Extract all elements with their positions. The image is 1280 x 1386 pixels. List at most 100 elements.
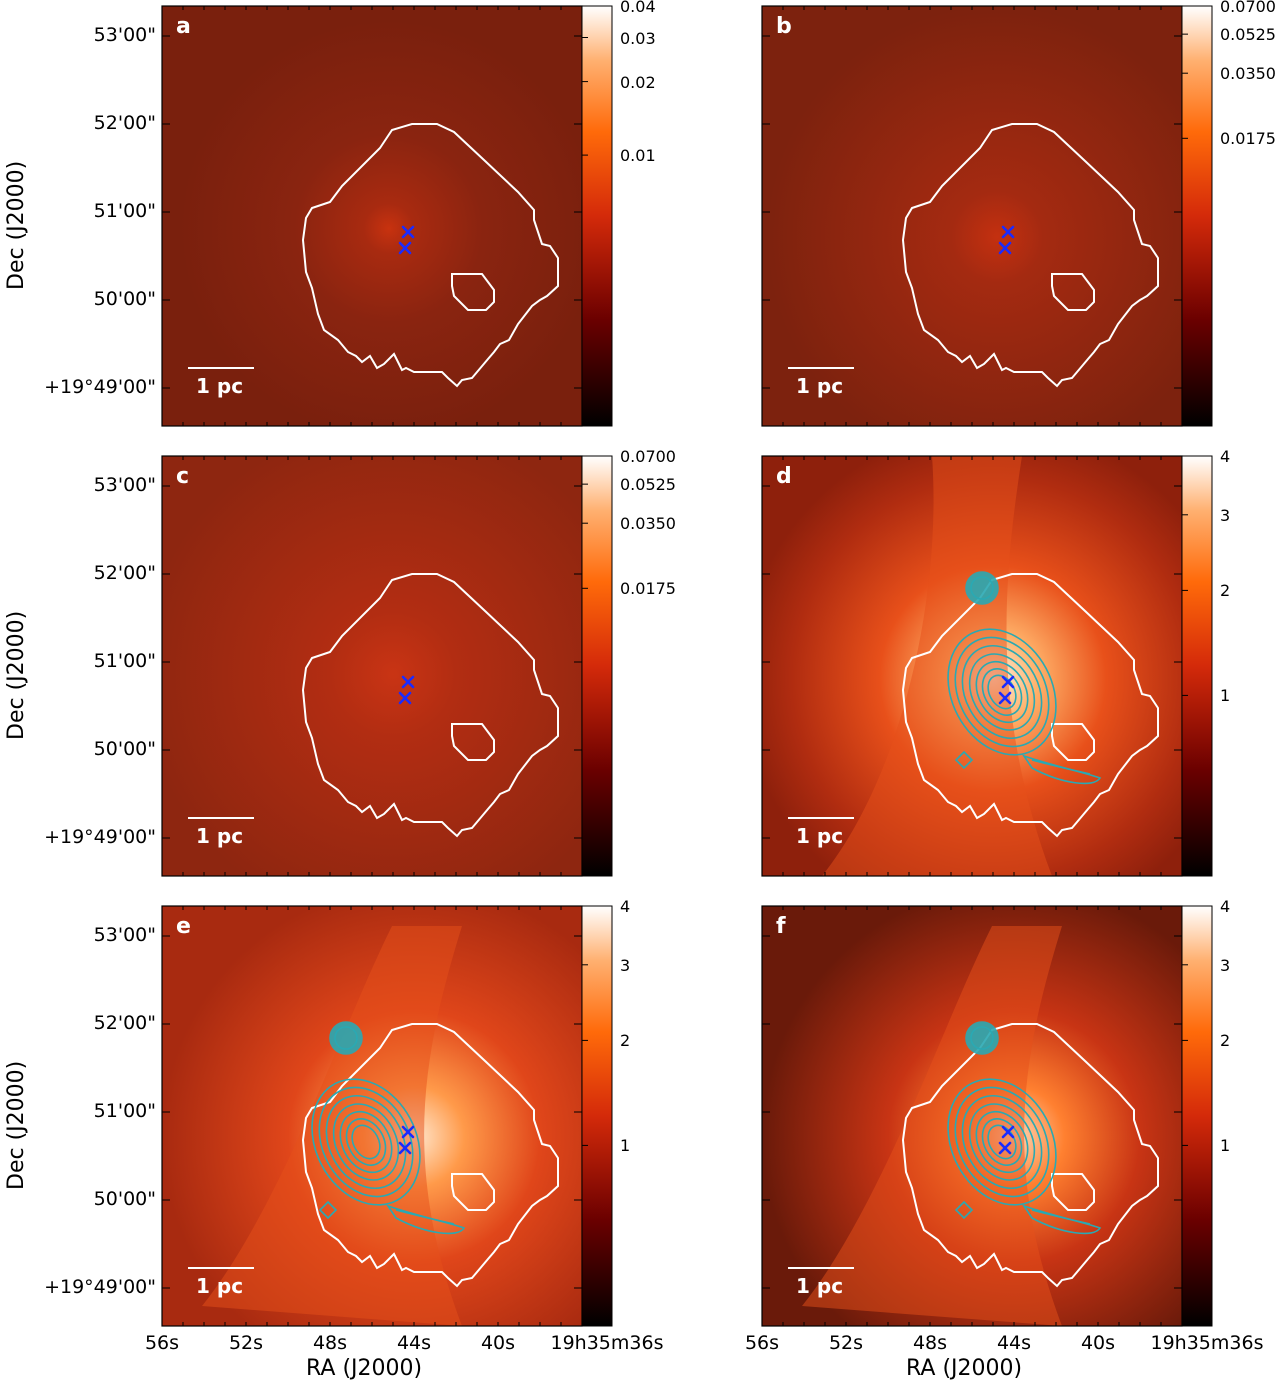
y-tick-row2-1: 52'00" [93,562,156,584]
colorbar-tick-b-2: 0.0350 [1220,64,1276,84]
diamond-marker [954,750,974,770]
emission-ridge [822,456,1052,876]
colorbar-e [581,905,613,1327]
contour-level [981,668,1023,716]
contour-level [954,636,1050,748]
colorbar-tick-c-2: 0.0350 [620,514,676,534]
x-axis-title-right: RA (J2000) [906,1356,1023,1381]
region-outline [901,573,1159,838]
y-tick-row1-3: 50'00" [93,288,156,310]
colorbar-tick-c-3: 0.0175 [620,579,676,599]
contour-level [981,1118,1023,1166]
colorbar-tick-e-1: 3 [620,955,631,975]
panel-letter-a: a [176,14,191,39]
x-tick-col2-2: 48s [912,1332,948,1354]
colorbar-tick-a-1: 0.03 [620,28,656,48]
x-tick-col2-5: 19h35m36s [1150,1332,1264,1354]
y-axis-title-row-2: Dec (J2000) [4,610,29,740]
scalebar-label-d: 1 pc [796,824,844,848]
contour-tail-inner [395,1209,455,1225]
colorbar-tick-b-0: 0.0700 [1220,0,1276,16]
y-tick-row1-1: 52'00" [93,112,156,134]
contour-level [975,660,1029,724]
image-background [162,6,582,426]
scalebar-label-f: 1 pc [796,1274,844,1298]
contour-level [961,644,1043,740]
colorbar-tick-f-1: 3 [1220,955,1231,975]
colorbar-tick-e-2: 2 [620,1031,631,1051]
contour-level [968,1103,1036,1181]
y-tick-row2-2: 51'00" [93,650,156,672]
diamond-marker [318,1200,338,1220]
contour-level [339,1110,393,1174]
compact-source-ring [970,576,994,600]
contour-tail-inner [1031,759,1091,775]
x-tick-col1-4: 40s [480,1332,516,1354]
source-markers [998,1125,1015,1155]
x-axis-title-left: RA (J2000) [306,1356,423,1381]
y-tick-row1-0: 53'00" [93,24,156,46]
y-tick-row1-2: 51'00" [93,200,156,222]
region-outline [301,123,559,388]
colorbar-tick-e-0: 4 [620,897,631,916]
colorbar-tick-d-2: 2 [1220,581,1231,601]
panel-letter-e: e [176,914,191,939]
contours [311,1021,466,1235]
y-axis-title-row-3: Dec (J2000) [4,1060,29,1190]
panels-layer [161,5,1213,1327]
emission-ridge [202,926,462,1326]
y-tick-row3-3: 50'00" [93,1188,156,1210]
source-markers [998,225,1015,255]
contour-level [947,628,1057,756]
colorbar-tick-f-3: 1 [1220,1136,1231,1156]
contours [947,1021,1102,1235]
contour-level [968,653,1036,731]
colorbar-tick-b-1: 0.0525 [1220,25,1276,45]
source-markers [398,1125,415,1155]
image-background [762,6,1182,426]
emission-ridge [802,926,1062,1326]
region-hole-outline [451,273,495,311]
panel-letter-d: d [776,464,792,489]
x-tick-col1-2: 48s [312,1332,348,1354]
colorbar-tick-b-3: 0.0175 [1220,129,1276,149]
colorbar-f [1181,905,1213,1327]
contour-tail-inner [1031,1209,1091,1225]
x-tick-col1-0: 56s [144,1332,180,1354]
x-tick-col2-1: 52s [828,1332,864,1354]
y-tick-row1-4: +19°49'00" [44,376,156,398]
y-tick-row3-4: +19°49'00" [44,1276,156,1298]
y-axis-title-row-1: Dec (J2000) [4,160,29,290]
region-hole-outline [451,1173,495,1211]
colorbar-tick-d-0: 4 [1220,447,1231,466]
region-hole-outline [1051,723,1095,761]
scalebar-label-b: 1 pc [796,374,844,398]
panel-d [761,455,1183,877]
y-tick-row2-0: 53'00" [93,474,156,496]
contour-level [961,1094,1043,1190]
colorbar-tick-a-2: 0.02 [620,72,656,92]
panel-b [761,5,1183,427]
y-tick-row3-2: 51'00" [93,1100,156,1122]
colorbar-tick-c-0: 0.0700 [620,447,676,466]
colorbar-c [581,455,613,877]
y-tick-row3-0: 53'00" [93,924,156,946]
x-tick-col2-3: 44s [996,1332,1032,1354]
region-hole-outline [1051,273,1095,311]
region-outline [301,1023,559,1288]
panel-letter-f: f [776,914,786,939]
scalebar-label-a: 1 pc [196,374,244,398]
contour-level [332,1103,400,1181]
region-outline [901,1023,1159,1288]
colorbar-tick-f-0: 4 [1220,897,1231,916]
region-hole-outline [1051,1173,1095,1211]
source-markers [398,675,415,705]
region-outline [301,573,559,838]
contour-level [351,1124,381,1160]
x-tick-col1-3: 44s [396,1332,432,1354]
colorbar-a [581,5,613,427]
colorbar-tick-d-3: 1 [1220,686,1231,706]
region-outline [901,123,1159,388]
colorbar-tick-c-1: 0.0525 [620,475,676,495]
